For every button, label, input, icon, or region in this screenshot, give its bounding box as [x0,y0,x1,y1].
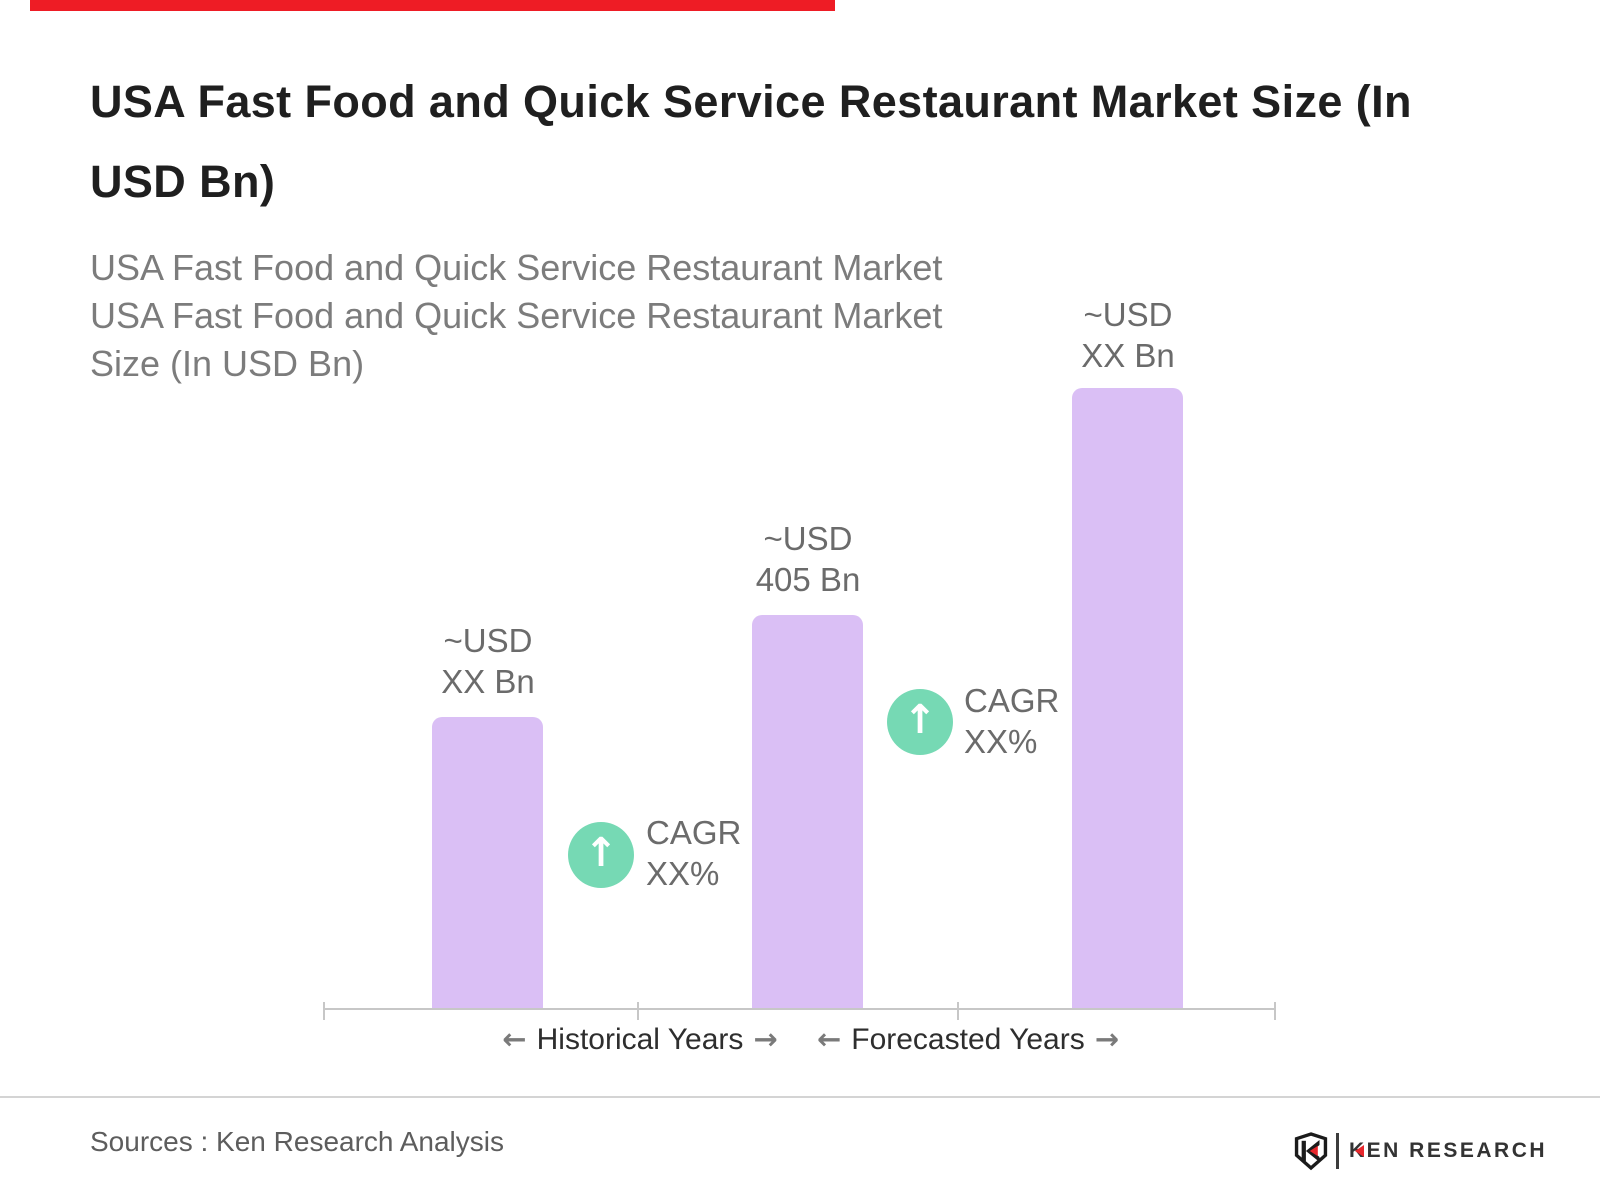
axis-tick [957,1002,959,1020]
footer-divider [0,1096,1600,1098]
cagr-value: XX% [646,855,720,892]
cagr-badge-forecast: ↑ [887,689,953,755]
value-line: ~USD [763,520,853,557]
up-arrow-icon: ↑ [584,830,618,876]
bar-value-label-current: ~USD 405 Bn [688,518,928,600]
x-axis-line [323,1008,1276,1010]
bar-forecast [1072,388,1183,1009]
logo-separator [1336,1133,1339,1169]
bar-current [752,615,863,1009]
value-line: ~USD [1083,296,1173,333]
page-title-line-2: USD Bn) [90,156,276,207]
cagr-badge-historical: ↑ [568,822,634,888]
axis-tick [1274,1002,1276,1020]
right-arrow-icon: → [1094,1022,1120,1056]
logo-wordmark: KEN RESEARCH [1349,1139,1547,1163]
cagr-value: XX% [964,723,1038,760]
axis-segment-forecasted-years: ← Forecasted Years → [758,1022,1178,1057]
ken-research-logo: KEN RESEARCH [1294,1128,1547,1174]
cagr-label: CAGR [646,814,742,851]
up-arrow-icon: ↑ [903,697,937,743]
axis-segment-label: Historical Years [536,1023,744,1056]
value-line: 405 Bn [755,561,861,598]
page-title: USA Fast Food and Quick Service Restaura… [90,62,1412,222]
chart-subtitle: USA Fast Food and Quick Service Restaura… [90,244,942,388]
value-line: ~USD [443,622,533,659]
chart-subtitle-line-3: Size (In USD Bn) [90,343,365,384]
cagr-text-forecast: CAGR XX% [964,680,1059,762]
axis-segment-historical-years: ← Historical Years → [430,1022,850,1057]
value-line: XX Bn [441,663,535,700]
ken-research-shield-icon [1294,1132,1328,1171]
left-arrow-icon: ← [816,1022,842,1056]
chart-subtitle-line-2: USA Fast Food and Quick Service Restaura… [90,295,943,336]
page-title-line-1: USA Fast Food and Quick Service Restaura… [90,76,1412,127]
left-arrow-icon: ← [502,1022,527,1056]
cagr-text-historical: CAGR XX% [646,812,741,894]
bar-value-label-forecast: ~USD XX Bn [1008,294,1248,376]
top-accent-bar [30,0,835,11]
axis-tick [637,1002,639,1020]
chart-subtitle-line-1: USA Fast Food and Quick Service Restaura… [90,247,943,288]
bar-value-label-historical: ~USD XX Bn [368,620,608,702]
source-note: Sources : Ken Research Analysis [90,1126,504,1157]
red-triangle-icon [1354,1145,1364,1157]
logo-text-rest: EN RESEARCH [1366,1139,1548,1162]
cagr-label: CAGR [964,682,1060,719]
right-arrow-icon: → [753,1022,778,1056]
value-line: XX Bn [1081,337,1175,374]
axis-tick [323,1002,325,1020]
axis-segment-label: Forecasted Years [851,1023,1085,1056]
bar-historical [432,717,543,1009]
